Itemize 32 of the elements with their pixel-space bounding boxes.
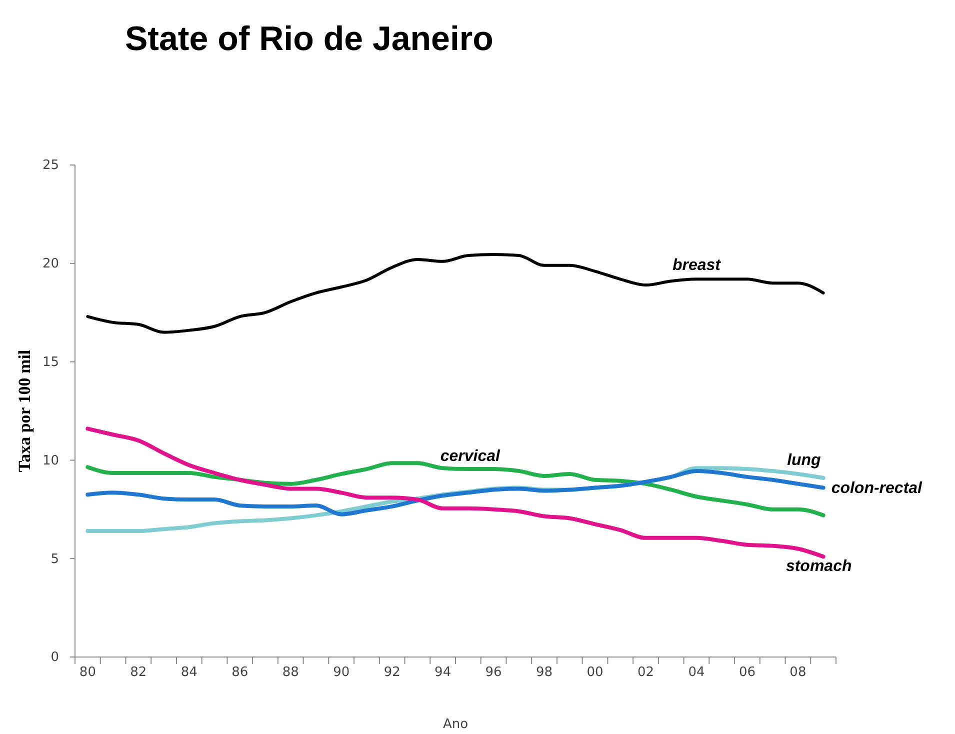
y-tick-label: 0 [50,650,59,666]
x-tick-label: 02 [637,665,654,680]
x-tick-label: 86 [232,665,248,680]
series-label: stomach [786,558,852,575]
x-axis-title: Ano [442,717,468,732]
x-tick-label: 84 [180,665,198,680]
x-tick-label: 08 [790,665,806,680]
line-series [86,426,826,559]
x-tick-label: 80 [79,665,96,680]
x-tick-label: 06 [738,665,756,680]
y-tick-label: 15 [42,354,59,370]
y-tick-label: 5 [50,552,59,567]
x-tick-label: 82 [130,665,147,680]
x-tick-label: 90 [333,665,350,680]
y-axis-title: Taxa por 100 mil [15,350,34,472]
series-label: cervical [440,448,501,466]
x-tick-label: 96 [485,665,502,680]
series-label: colon-rectal [831,480,923,497]
y-tick-label: 25 [42,158,59,174]
line-series [86,469,826,516]
x-tick-label: 88 [282,665,299,680]
series-label: breast [672,257,722,274]
chart-title: State of Rio de Janeiro [125,20,494,58]
line-series [86,253,825,334]
y-tick-label: 20 [42,256,59,272]
x-tick-label: 04 [688,665,705,680]
series-label: lung [787,452,822,469]
x-tick-label: 00 [586,665,604,680]
x-tick-label: 92 [384,665,400,680]
y-tick-label: 10 [42,453,59,468]
x-tick-label: 98 [536,665,553,680]
x-tick-label: 94 [434,665,452,680]
